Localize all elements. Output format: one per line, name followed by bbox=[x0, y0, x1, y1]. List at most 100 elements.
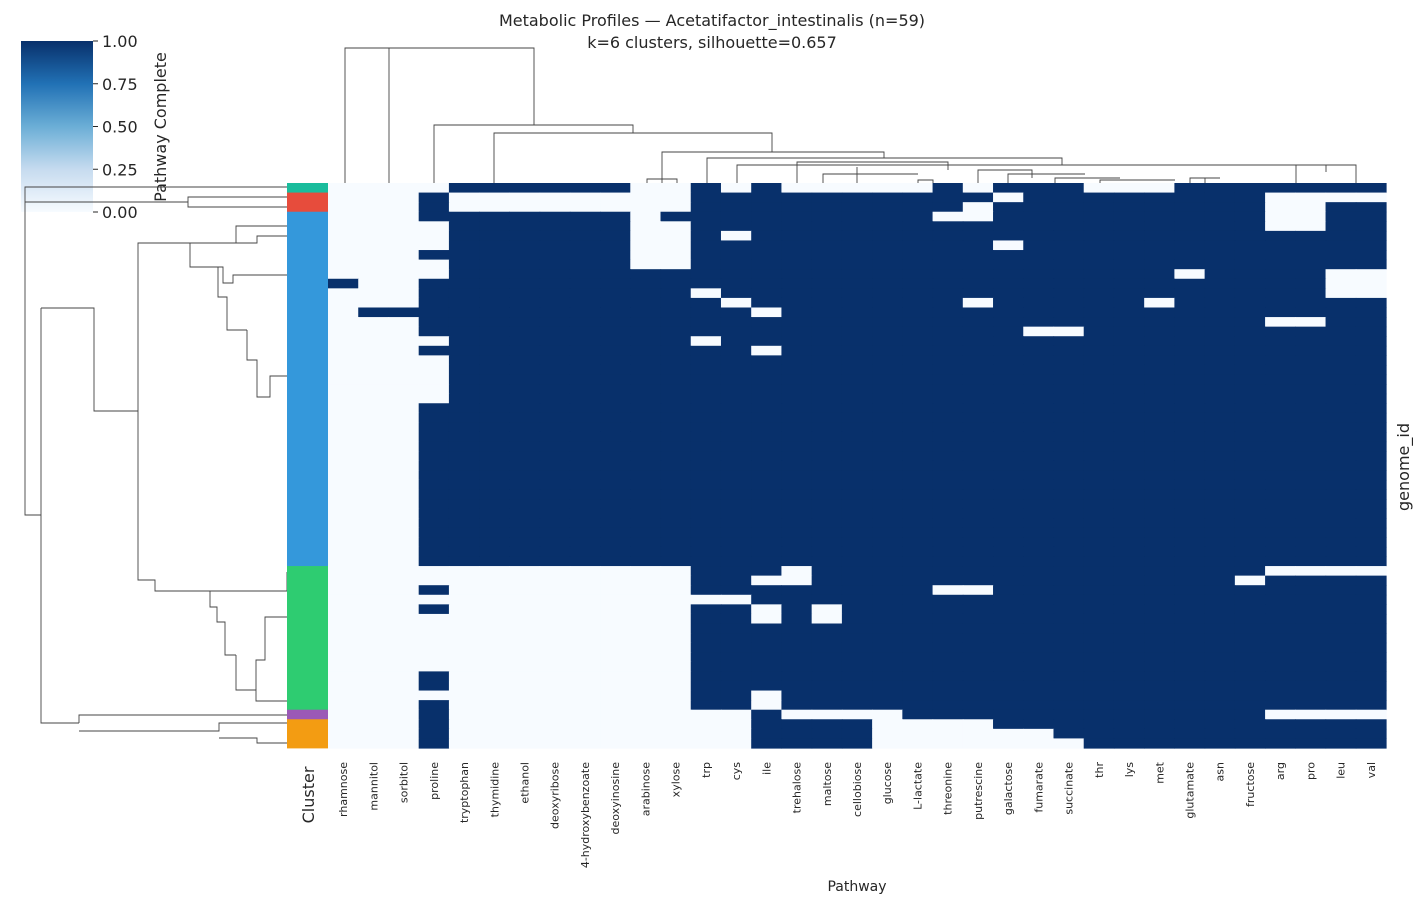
heatmap-cell bbox=[630, 326, 662, 337]
heatmap-cell bbox=[720, 412, 752, 424]
heatmap-cell bbox=[539, 441, 571, 452]
heatmap-cell bbox=[328, 594, 359, 605]
heatmap-cell bbox=[690, 364, 722, 376]
heatmap-cell bbox=[1295, 738, 1327, 749]
heatmap-cell bbox=[1053, 479, 1085, 491]
heatmap-cell bbox=[418, 604, 450, 615]
heatmap-cell bbox=[328, 690, 359, 701]
heatmap-cell bbox=[388, 451, 420, 462]
heatmap-cell bbox=[781, 364, 813, 376]
heatmap-cell bbox=[1204, 613, 1236, 625]
heatmap-cell bbox=[448, 230, 480, 242]
heatmap-cell bbox=[1295, 671, 1327, 682]
heatmap-cell bbox=[1144, 728, 1175, 740]
heatmap-cell bbox=[660, 585, 692, 596]
heatmap-cell bbox=[811, 451, 843, 462]
heatmap-cell bbox=[811, 518, 843, 529]
heatmap-cell bbox=[328, 728, 359, 740]
heatmap-cell bbox=[1204, 240, 1236, 251]
heatmap-cell bbox=[569, 594, 601, 605]
heatmap-cell bbox=[1174, 604, 1206, 615]
heatmap-cell bbox=[932, 278, 964, 289]
heatmap-cell bbox=[1204, 652, 1236, 663]
heatmap-cell bbox=[993, 240, 1024, 251]
heatmap-cell bbox=[1234, 326, 1266, 337]
heatmap-cell bbox=[993, 297, 1024, 309]
heatmap-cell bbox=[841, 230, 873, 242]
cluster-band-2 bbox=[287, 192, 328, 213]
heatmap-cell bbox=[630, 192, 662, 203]
heatmap-cell bbox=[660, 594, 692, 605]
heatmap-cell bbox=[1023, 211, 1055, 222]
heatmap-cell bbox=[1234, 566, 1266, 577]
heatmap-cell bbox=[781, 709, 813, 720]
heatmap-cell bbox=[1023, 546, 1055, 558]
heatmap-cell bbox=[1174, 738, 1206, 749]
heatmap-cell bbox=[932, 355, 964, 366]
heatmap-cell bbox=[1023, 307, 1055, 318]
heatmap-cell bbox=[932, 393, 964, 404]
heatmap-cell bbox=[1023, 613, 1055, 625]
heatmap-cell bbox=[962, 642, 994, 653]
heatmap-cell bbox=[872, 183, 903, 194]
heatmap-cell bbox=[1053, 585, 1085, 596]
heatmap-cell bbox=[751, 422, 783, 433]
heatmap-cell bbox=[1234, 499, 1266, 510]
heatmap-cell bbox=[781, 202, 813, 213]
heatmap-cell bbox=[811, 269, 843, 280]
heatmap-cell bbox=[1265, 709, 1296, 720]
heatmap-cell bbox=[509, 604, 541, 615]
heatmap-cell bbox=[1144, 384, 1175, 395]
heatmap-cell bbox=[841, 278, 873, 289]
heatmap-cell bbox=[630, 230, 662, 242]
heatmap-cell bbox=[328, 537, 359, 548]
heatmap-cell bbox=[630, 508, 662, 519]
heatmap-cell bbox=[1083, 441, 1115, 452]
heatmap-cell bbox=[902, 527, 934, 538]
heatmap-cell bbox=[1023, 680, 1055, 692]
heatmap-cell bbox=[962, 566, 994, 577]
heatmap-cell bbox=[358, 451, 390, 462]
heatmap-cell bbox=[1113, 412, 1145, 424]
heatmap-cell bbox=[902, 633, 934, 644]
heatmap-cell bbox=[660, 728, 692, 740]
heatmap-cell bbox=[902, 728, 934, 740]
heatmap-cell bbox=[932, 604, 964, 615]
heatmap-cell bbox=[1113, 460, 1145, 471]
heatmap-cell bbox=[932, 192, 964, 203]
heatmap-cell bbox=[600, 470, 631, 481]
heatmap-cell bbox=[358, 556, 390, 567]
heatmap-cell bbox=[1325, 489, 1357, 500]
heatmap-cell bbox=[1023, 585, 1055, 596]
heatmap-cell bbox=[1144, 278, 1175, 289]
heatmap-cell bbox=[1144, 393, 1175, 404]
heatmap-cell bbox=[479, 556, 510, 567]
heatmap-cell bbox=[690, 728, 722, 740]
heatmap-cell bbox=[1053, 470, 1085, 481]
heatmap-cell bbox=[388, 431, 420, 443]
heatmap-cell bbox=[902, 412, 934, 424]
heatmap-cell bbox=[872, 326, 903, 337]
heatmap-cell bbox=[720, 403, 752, 414]
heatmap-cell bbox=[1053, 633, 1085, 644]
cluster-axis-label: Cluster bbox=[299, 766, 318, 823]
heatmap-cell bbox=[1083, 604, 1115, 615]
heatmap-cell bbox=[479, 192, 510, 203]
heatmap-cell bbox=[1174, 728, 1206, 740]
heatmap-cell bbox=[902, 537, 934, 548]
heatmap-cell bbox=[841, 336, 873, 347]
heatmap-cell bbox=[1204, 259, 1236, 270]
heatmap-cell bbox=[1355, 585, 1387, 596]
heatmap-cell bbox=[993, 479, 1024, 491]
heatmap-cell bbox=[509, 556, 541, 567]
heatmap-cell bbox=[932, 451, 964, 462]
heatmap-cell bbox=[358, 613, 390, 625]
heatmap-cell bbox=[448, 451, 480, 462]
heatmap-cell bbox=[1325, 518, 1357, 529]
heatmap-cell bbox=[902, 623, 934, 634]
heatmap-cell bbox=[1355, 297, 1387, 309]
heatmap-cell bbox=[962, 278, 994, 289]
heatmap-cell bbox=[720, 575, 752, 586]
heatmap-cell bbox=[328, 470, 359, 481]
heatmap-cell bbox=[720, 585, 752, 596]
